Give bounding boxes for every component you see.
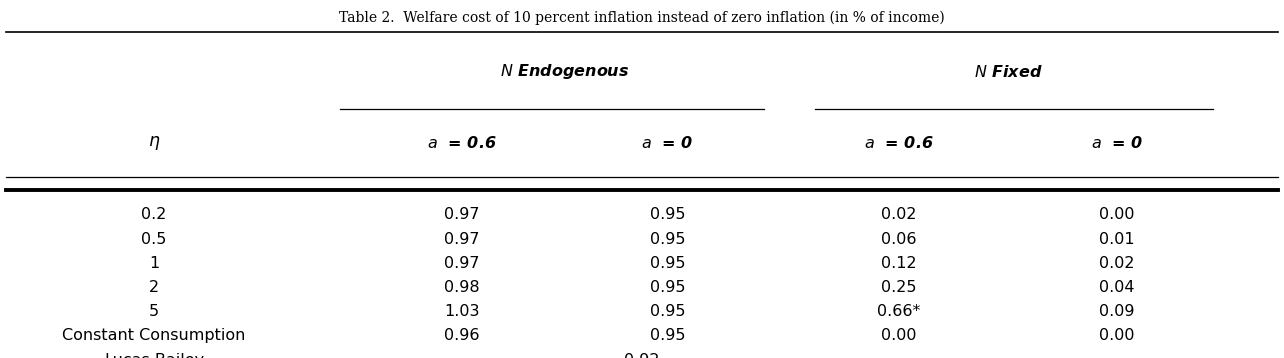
Text: 0.92: 0.92	[624, 353, 660, 358]
Text: 5: 5	[149, 304, 159, 319]
Text: $\mathit{N}$ Fixed: $\mathit{N}$ Fixed	[973, 64, 1043, 79]
Text: $a$  = 0: $a$ = 0	[642, 135, 693, 151]
Text: 0.06: 0.06	[881, 232, 917, 247]
Text: 0.04: 0.04	[1099, 280, 1135, 295]
Text: 1.03: 1.03	[444, 304, 480, 319]
Text: $\mathit{N}$ Endogenous: $\mathit{N}$ Endogenous	[501, 62, 629, 81]
Text: $a$  = 0: $a$ = 0	[1091, 135, 1143, 151]
Text: 0.98: 0.98	[444, 280, 480, 295]
Text: 0.97: 0.97	[444, 256, 480, 271]
Text: 0.12: 0.12	[881, 256, 917, 271]
Text: 0.97: 0.97	[444, 232, 480, 247]
Text: 0.09: 0.09	[1099, 304, 1135, 319]
Text: Lucas-Bailey: Lucas-Bailey	[104, 353, 204, 358]
Text: 0.00: 0.00	[1099, 207, 1135, 222]
Text: 0.95: 0.95	[650, 232, 686, 247]
Text: 0.95: 0.95	[650, 207, 686, 222]
Text: 0.95: 0.95	[650, 280, 686, 295]
Text: 0.00: 0.00	[881, 329, 917, 343]
Text: 0.96: 0.96	[444, 329, 480, 343]
Text: $a$  = 0.6: $a$ = 0.6	[864, 135, 933, 151]
Text: 0.97: 0.97	[444, 207, 480, 222]
Text: 0.5: 0.5	[141, 232, 167, 247]
Text: 0.00: 0.00	[1099, 329, 1135, 343]
Text: 0.2: 0.2	[141, 207, 167, 222]
Text: 2: 2	[149, 280, 159, 295]
Text: 0.95: 0.95	[650, 329, 686, 343]
Text: $a$  = 0.6: $a$ = 0.6	[428, 135, 497, 151]
Text: 0.95: 0.95	[650, 256, 686, 271]
Text: 0.01: 0.01	[1099, 232, 1135, 247]
Text: 0.66*: 0.66*	[877, 304, 921, 319]
Text: 0.02: 0.02	[1099, 256, 1135, 271]
Text: 0.02: 0.02	[881, 207, 917, 222]
Text: Table 2.  Welfare cost of 10 percent inflation instead of zero inflation (in % o: Table 2. Welfare cost of 10 percent infl…	[339, 11, 945, 25]
Text: 1: 1	[149, 256, 159, 271]
Text: 0.25: 0.25	[881, 280, 917, 295]
Text: $\eta$: $\eta$	[148, 134, 160, 152]
Text: 0.95: 0.95	[650, 304, 686, 319]
Text: Constant Consumption: Constant Consumption	[63, 329, 245, 343]
